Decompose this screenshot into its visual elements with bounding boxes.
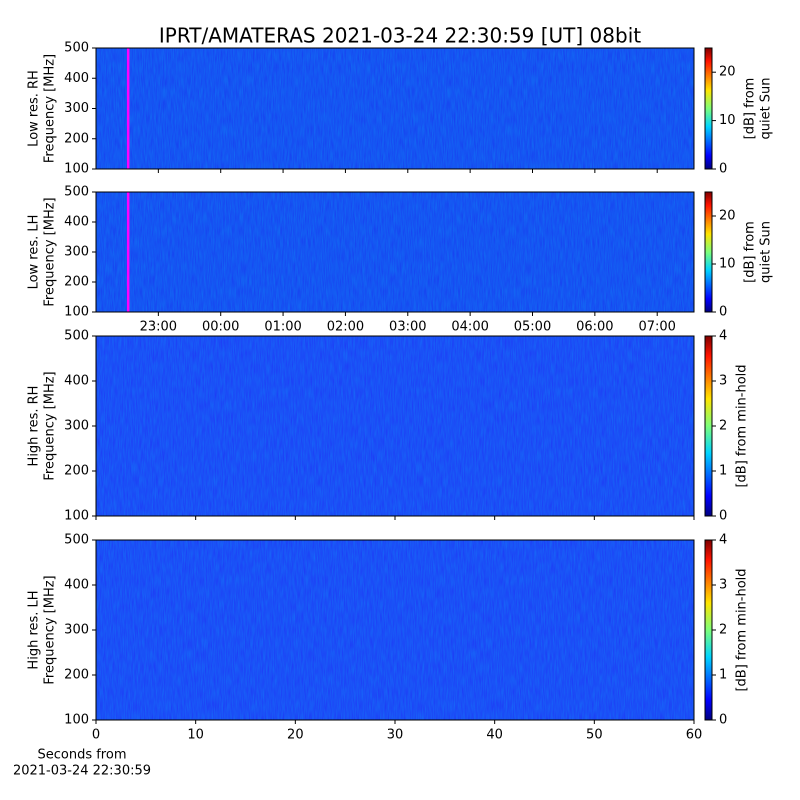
- colorbar-label: quiet Sun: [759, 221, 774, 283]
- y-tick-label: 200: [64, 275, 89, 290]
- x-tick-label: 60: [686, 728, 703, 743]
- colorbar-tick-label: 4: [719, 329, 727, 344]
- x-tick-label: 20: [287, 728, 304, 743]
- x-tick-label: 03:00: [389, 320, 426, 335]
- colorbar-tick-label: 10: [719, 257, 736, 272]
- colorbar-label: [dB] from: [743, 221, 758, 283]
- colorbar-label: quiet Sun: [759, 77, 774, 139]
- y-tick-label: 500: [64, 533, 89, 548]
- x-tick-label: 02:00: [327, 320, 364, 335]
- colorbar: [704, 47, 713, 170]
- x-tick-label: 30: [387, 728, 404, 743]
- y-tick-label: 500: [64, 185, 89, 200]
- colorbar-tick-label: 1: [719, 464, 727, 479]
- colorbar-label: [dB] from: [743, 78, 758, 140]
- x-tick-label: 40: [486, 728, 503, 743]
- y-tick-label: 400: [64, 578, 89, 593]
- colorbar: [704, 539, 713, 721]
- x-axis-label: Seconds from: [37, 748, 126, 763]
- y-tick-label: 200: [64, 464, 89, 479]
- y-axis-label: Frequency [MHz]: [43, 54, 58, 163]
- colorbar: [704, 191, 713, 313]
- colorbar-tick-label: 10: [719, 113, 736, 128]
- x-axis-label: 2021-03-24 22:30:59: [13, 764, 151, 779]
- y-axis-label: Frequency [MHz]: [43, 197, 58, 306]
- y-tick-label: 400: [64, 215, 89, 230]
- y-tick-label: 500: [64, 329, 89, 344]
- colorbar-tick-label: 20: [719, 209, 736, 224]
- y-axis-label: High res. LH: [27, 590, 42, 669]
- x-tick-label: 0: [92, 728, 100, 743]
- y-tick-label: 200: [64, 668, 89, 683]
- x-tick-label: 23:00: [140, 320, 177, 335]
- y-axis-label: Low res. LH: [27, 215, 42, 290]
- colorbar-tick-label: 2: [719, 623, 727, 638]
- colorbar-tick-label: 20: [719, 65, 736, 80]
- chart-title: IPRT/AMATERAS 2021-03-24 22:30:59 [UT] 0…: [159, 24, 641, 48]
- x-tick-label: 05:00: [514, 320, 551, 335]
- x-tick-label: 06:00: [576, 320, 613, 335]
- y-tick-label: 300: [64, 101, 89, 116]
- spectrogram-texture: [96, 336, 694, 516]
- colorbar-tick-label: 4: [719, 533, 727, 548]
- colorbar-tick-label: 3: [719, 374, 727, 389]
- colorbar-tick-label: 1: [719, 668, 727, 683]
- y-tick-label: 300: [64, 623, 89, 638]
- y-axis-label: Low res. RH: [27, 70, 42, 147]
- y-tick-label: 300: [64, 419, 89, 434]
- y-tick-label: 300: [64, 245, 89, 260]
- colorbar-tick-label: 0: [719, 509, 727, 524]
- y-tick-label: 200: [64, 131, 89, 146]
- colorbar-tick-label: 0: [719, 713, 727, 728]
- x-tick-label: 07:00: [638, 320, 675, 335]
- x-tick-label: 50: [586, 728, 603, 743]
- colorbar-tick-label: 0: [719, 305, 727, 320]
- y-tick-label: 100: [64, 305, 89, 320]
- y-tick-label: 500: [64, 41, 89, 56]
- spectrogram-texture: [96, 48, 694, 169]
- colorbar-label: [dB] from min-hold: [735, 568, 750, 691]
- y-axis-label: High res. RH: [27, 386, 42, 467]
- colorbar-tick-label: 0: [719, 162, 727, 177]
- y-axis-label: Frequency [MHz]: [43, 575, 58, 684]
- spectrogram-texture: [96, 192, 694, 312]
- x-tick-label: 01:00: [264, 320, 301, 335]
- colorbar-label: [dB] from min-hold: [735, 364, 750, 487]
- colorbar: [704, 335, 713, 517]
- x-tick-label: 00:00: [202, 320, 239, 335]
- y-tick-label: 400: [64, 71, 89, 86]
- y-tick-label: 100: [64, 162, 89, 177]
- x-tick-label: 10: [187, 728, 204, 743]
- colorbar-tick-label: 2: [719, 419, 727, 434]
- spectrogram-texture: [96, 540, 694, 720]
- y-axis-label: Frequency [MHz]: [43, 371, 58, 480]
- y-tick-label: 400: [64, 374, 89, 389]
- y-tick-label: 100: [64, 713, 89, 728]
- y-tick-label: 100: [64, 509, 89, 524]
- colorbar-tick-label: 3: [719, 578, 727, 593]
- x-tick-label: 04:00: [451, 320, 488, 335]
